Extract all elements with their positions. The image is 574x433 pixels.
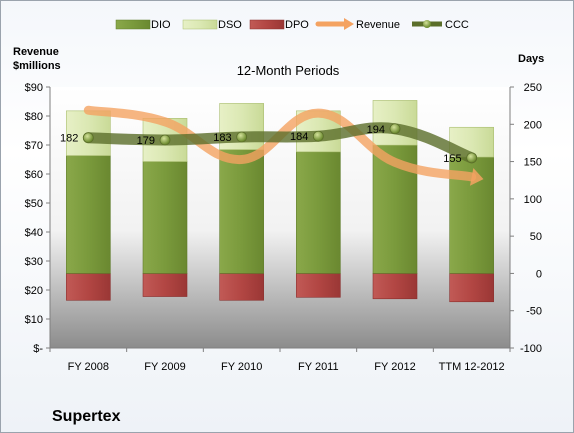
- company-name: Supertex: [52, 408, 121, 425]
- legend-label-dpo: DPO: [285, 19, 309, 31]
- bar-dpo: [296, 273, 341, 298]
- bar-dpo: [142, 273, 188, 297]
- legend: DIO DSO DPO Revenue CCC: [115, 18, 469, 31]
- axes-group: $- $10 $20 $30 $40 $50 $60 $70 $80 $90 -100 -50 0 50 1…: [25, 82, 542, 373]
- ccc-data-label: 155: [443, 153, 461, 165]
- legend-marker-ccc: [423, 20, 431, 28]
- right-tick-label: 150: [524, 157, 542, 169]
- legend-swatch-dso: [182, 19, 218, 30]
- right-tick-label: 50: [530, 231, 542, 243]
- ccc-marker: [82, 132, 94, 144]
- ccc-line: [82, 122, 478, 164]
- revenue-arrowhead: [469, 168, 484, 186]
- left-tick-label: $-: [33, 343, 43, 355]
- left-tick-label: $50: [25, 198, 43, 210]
- legend-label-dso: DSO: [218, 19, 242, 31]
- legend-label-revenue: Revenue: [356, 19, 400, 31]
- ccc-marker: [236, 131, 248, 143]
- x-category-label: FY 2008: [68, 361, 109, 373]
- legend-label-ccc: CCC: [445, 19, 469, 31]
- bar-dpo: [449, 273, 494, 303]
- bar-dpo: [219, 273, 264, 301]
- ccc-marker: [389, 123, 401, 135]
- ccc-data-label: 184: [290, 131, 308, 143]
- left-tick-label: $60: [25, 169, 43, 181]
- x-category-label: FY 2010: [221, 361, 262, 373]
- x-category-label: FY 2011: [298, 361, 339, 373]
- right-tick-label: -100: [520, 343, 542, 355]
- x-category-label: FY 2009: [144, 361, 185, 373]
- legend-swatch-dio: [115, 19, 151, 30]
- legend-swatch-dpo: [249, 19, 285, 30]
- right-axis-title: Days: [518, 53, 544, 65]
- left-axis-title-line1: Revenue: [13, 46, 59, 58]
- x-category-label: FY 2012: [374, 361, 415, 373]
- bar-dio: [66, 155, 111, 274]
- ccc-data-label: 179: [137, 135, 155, 147]
- plot-title: 12-Month Periods: [237, 63, 340, 78]
- left-tick-label: $80: [25, 111, 43, 123]
- ccc-data-label: 194: [367, 124, 385, 136]
- right-tick-label: 0: [536, 268, 542, 280]
- left-tick-label: $90: [25, 82, 43, 94]
- left-tick-label: $40: [25, 227, 43, 239]
- bar-dpo: [66, 273, 111, 301]
- ccc-data-label: 182: [60, 133, 78, 145]
- ccc-marker: [466, 152, 478, 164]
- ccc-data-label: 183: [213, 132, 231, 144]
- bar-dpo: [372, 273, 418, 300]
- left-axis-title-line2: $millions: [13, 60, 61, 72]
- left-tick-label: $20: [25, 285, 43, 297]
- legend-label-dio: DIO: [151, 19, 171, 31]
- bar-dio: [219, 149, 264, 274]
- ccc-marker: [159, 134, 171, 146]
- right-tick-label: 200: [524, 119, 542, 131]
- bar-dio: [296, 151, 341, 274]
- left-tick-label: $30: [25, 256, 43, 268]
- x-category-label: TTM 12-2012: [439, 361, 505, 373]
- bar-dio: [142, 161, 188, 274]
- right-tick-label: 100: [524, 194, 542, 206]
- ccc-marker: [312, 130, 324, 142]
- plot-area: [50, 87, 510, 348]
- left-tick-label: $70: [25, 140, 43, 152]
- legend-arrow-revenue: [344, 18, 354, 30]
- left-tick-label: $10: [25, 314, 43, 326]
- right-tick-label: -50: [526, 306, 542, 318]
- right-tick-label: 250: [524, 82, 542, 94]
- lines-group: 182 179 183 184 194 155: [60, 105, 484, 186]
